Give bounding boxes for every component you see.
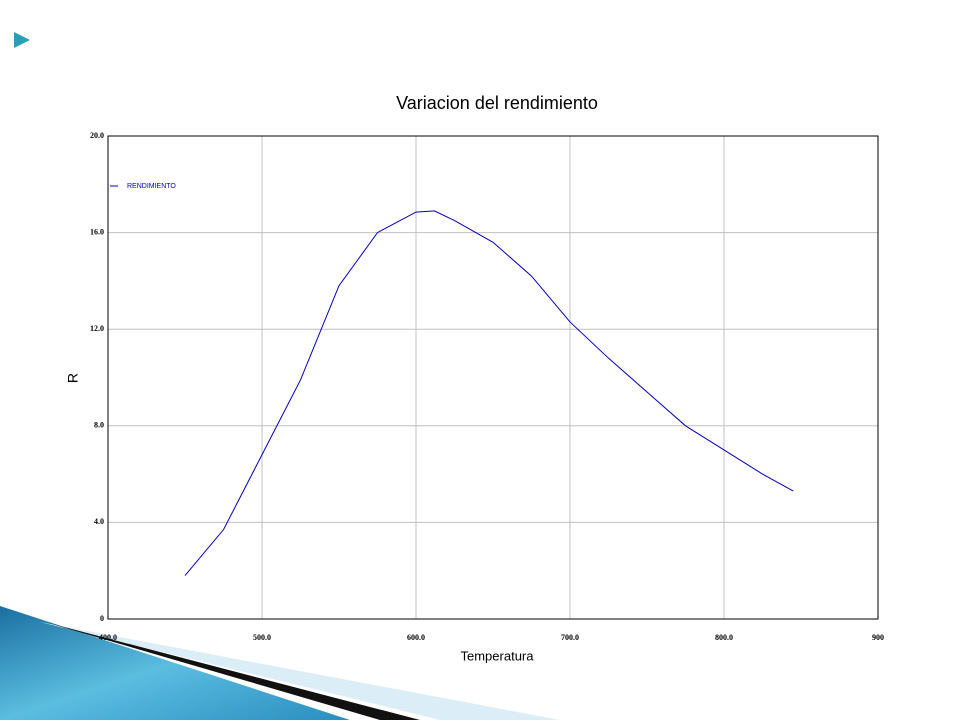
x-tick-label: 700.0 [561,633,579,642]
y-tick-label: 4.0 [94,517,104,526]
y-tick-label: 8.0 [94,421,104,430]
line [184,210,794,576]
x-tick-label: 400.0 [99,633,117,642]
decor-wedge [0,606,350,720]
legend-label: RENDIMIENTO [127,183,176,190]
decor-light [40,622,560,720]
decor-dark [45,622,420,720]
x-axis-label: Temperatura [461,648,535,663]
x-tick-label: 800.0 [715,633,733,642]
y-tick-label: 20.0 [90,131,104,140]
y-tick-label: 0 [100,614,104,623]
plot-area [107,135,879,620]
chart-title: Variacion del rendimiento [396,93,598,113]
x-tick-label: 500.0 [253,633,271,642]
y-tick-label: 16.0 [90,227,104,236]
y-tick-label: 12.0 [90,324,104,333]
x-tick-label: 900 [872,633,884,642]
bullet [14,32,30,48]
plot-border [107,135,879,620]
y-axis-label: R [65,373,81,383]
x-tick-label: 600.0 [407,633,425,642]
